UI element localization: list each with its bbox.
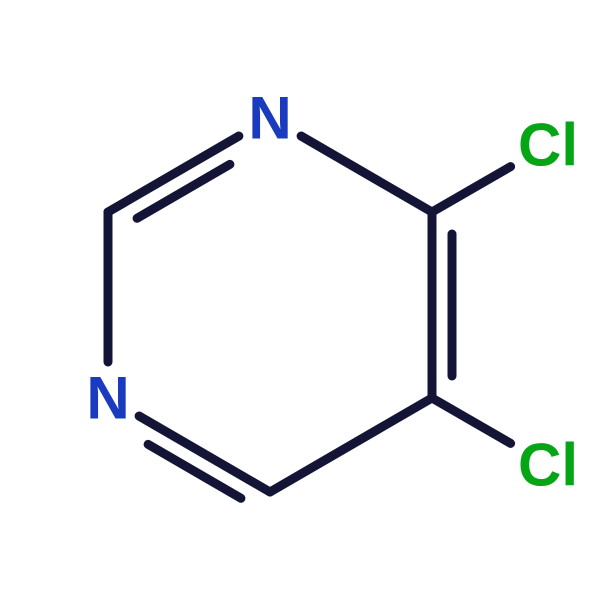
bond: [432, 398, 511, 443]
bond: [432, 167, 511, 212]
atom-label-cl: Cl: [518, 432, 578, 499]
atom-label-n: N: [248, 85, 291, 152]
bond: [301, 136, 432, 212]
molecule-diagram: N N Cl Cl: [0, 0, 601, 600]
atom-label-n: N: [86, 365, 129, 432]
atom-label-cl: Cl: [518, 112, 578, 179]
bond: [270, 398, 432, 492]
